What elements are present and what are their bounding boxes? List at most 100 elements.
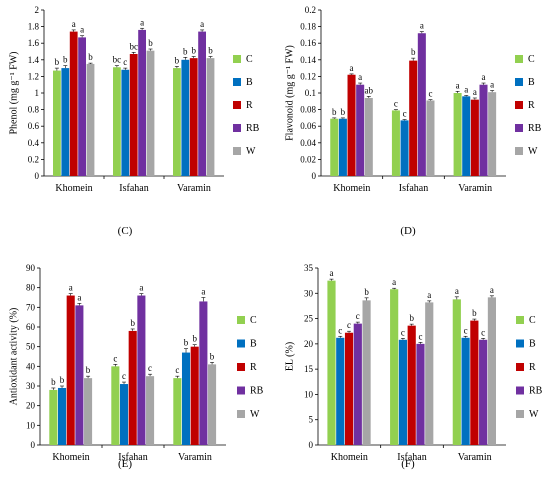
significance-label: c xyxy=(394,99,398,109)
significance-label: b xyxy=(364,287,369,297)
significance-label: b xyxy=(192,334,197,344)
legend-swatch-rb xyxy=(233,124,241,132)
legend-swatch-r xyxy=(515,101,523,109)
bar-r-khomein xyxy=(344,332,354,445)
y-tick-label: 1 xyxy=(35,88,40,98)
chart-panel-1: 0 0.2 0.4 0.6 0.8 1 1.2 1.4 1.6 1.8 2 Phenol (mg g⁻… xyxy=(8,5,259,237)
x-category-label: Isfahan xyxy=(397,452,426,463)
significance-label: b xyxy=(51,377,56,387)
bar-r-isfahan xyxy=(128,330,137,445)
bar-w-varamin xyxy=(487,297,496,445)
y-tick-label: 0.14 xyxy=(300,55,316,65)
x-category-label: Varamin xyxy=(458,183,492,194)
legend-label-c: C xyxy=(246,54,253,65)
significance-label: c xyxy=(123,57,127,67)
chart-panel-2: 0 0.02 0.04 0.06 0.08 0.1 0.12 0.14 0.16 0.18 0.2 F… xyxy=(284,5,541,237)
panel-label: (F) xyxy=(401,458,415,470)
y-tick-label: 0.04 xyxy=(300,138,316,148)
bar-b-varamin xyxy=(181,59,190,176)
y-tick-label: 1.8 xyxy=(28,22,40,32)
y-tick-label: 30 xyxy=(304,288,314,298)
legend-label-c: C xyxy=(528,54,535,65)
legend-swatch-rb xyxy=(237,386,245,395)
y-tick-label: 0 xyxy=(312,171,317,181)
bar-w-varamin xyxy=(488,92,497,176)
bar-c-isfahan xyxy=(111,366,120,445)
legend-label-rb: RB xyxy=(528,123,542,134)
legend-swatch-r xyxy=(237,363,245,371)
y-tick-label: 30 xyxy=(26,381,36,391)
legend-label-r: R xyxy=(529,362,536,373)
bar-w-isfahan xyxy=(146,376,155,445)
significance-label: c xyxy=(175,365,179,375)
x-category-label: Varamin xyxy=(177,183,211,194)
bar-c-khomein xyxy=(327,280,336,445)
significance-label: a xyxy=(455,286,459,296)
y-tick-label: 5 xyxy=(309,415,314,425)
legend-swatch-b xyxy=(237,339,245,348)
bar-b-isfahan xyxy=(400,120,409,176)
legend-label-b: B xyxy=(528,77,535,88)
bar-b-isfahan xyxy=(119,384,129,445)
significance-label: a xyxy=(490,285,494,295)
significance-label: c xyxy=(148,363,152,373)
bar-r-isfahan xyxy=(409,60,418,176)
bar-w-isfahan xyxy=(146,50,155,176)
y-tick-label: 20 xyxy=(304,339,314,349)
significance-label: b xyxy=(148,38,153,48)
bar-b-khomein xyxy=(57,387,67,445)
y-tick-label: 1.6 xyxy=(28,38,40,48)
legend-swatch-c xyxy=(233,55,241,63)
y-axis-label: Flavonoid (mg g⁻¹ FW) xyxy=(284,45,295,141)
significance-label: c xyxy=(401,327,405,337)
significance-label: a xyxy=(72,19,76,29)
legend-label-b: B xyxy=(250,339,257,350)
significance-label: b xyxy=(208,45,213,55)
legend-label-rb: RB xyxy=(246,123,260,134)
bar-w-varamin xyxy=(206,58,215,176)
y-tick-label: 0 xyxy=(35,171,40,181)
legend-swatch-c xyxy=(515,55,523,63)
x-category-label: Khomein xyxy=(333,183,370,194)
legend-swatch-rb xyxy=(516,386,524,395)
legend-label-w: W xyxy=(250,409,260,420)
y-tick-label: 0 xyxy=(309,440,314,450)
bar-rb-isfahan xyxy=(137,295,146,445)
significance-label: a xyxy=(392,277,396,287)
significance-label: a xyxy=(139,283,143,293)
legend-label-w: W xyxy=(246,146,256,157)
significance-label: a xyxy=(350,63,354,73)
significance-label: c xyxy=(464,325,468,335)
significance-label: b xyxy=(63,55,68,65)
bar-r-isfahan xyxy=(129,53,138,176)
bar-b-varamin xyxy=(461,337,470,445)
significance-label: c xyxy=(113,353,117,363)
significance-label: b xyxy=(472,308,477,318)
x-category-label: Isfahan xyxy=(399,183,428,194)
significance-label: c xyxy=(356,311,360,321)
legend-swatch-w xyxy=(515,147,523,155)
significance-label: a xyxy=(77,292,81,302)
bar-rb-varamin xyxy=(479,339,488,445)
significance-label: a xyxy=(358,72,362,82)
significance-label: c xyxy=(347,320,351,330)
significance-label: c xyxy=(428,89,432,99)
legend-label-w: W xyxy=(529,409,539,420)
y-tick-label: 25 xyxy=(304,314,314,324)
y-tick-label: 0.16 xyxy=(300,38,316,48)
significance-label: b xyxy=(184,338,189,348)
significance-label: c xyxy=(403,109,407,119)
significance-label: bc xyxy=(113,55,122,65)
legend-label-b: B xyxy=(529,339,536,350)
bar-rb-khomein xyxy=(75,305,84,445)
y-tick-label: 80 xyxy=(26,283,36,293)
x-category-label: Isfahan xyxy=(118,452,147,463)
significance-label: a xyxy=(464,84,468,94)
bar-rb-isfahan xyxy=(138,29,146,177)
legend-swatch-w xyxy=(516,410,524,418)
significance-label: b xyxy=(210,351,215,361)
bar-b-varamin xyxy=(181,352,191,445)
legend-label-b: B xyxy=(246,77,253,88)
legend-label-c: C xyxy=(250,315,257,326)
